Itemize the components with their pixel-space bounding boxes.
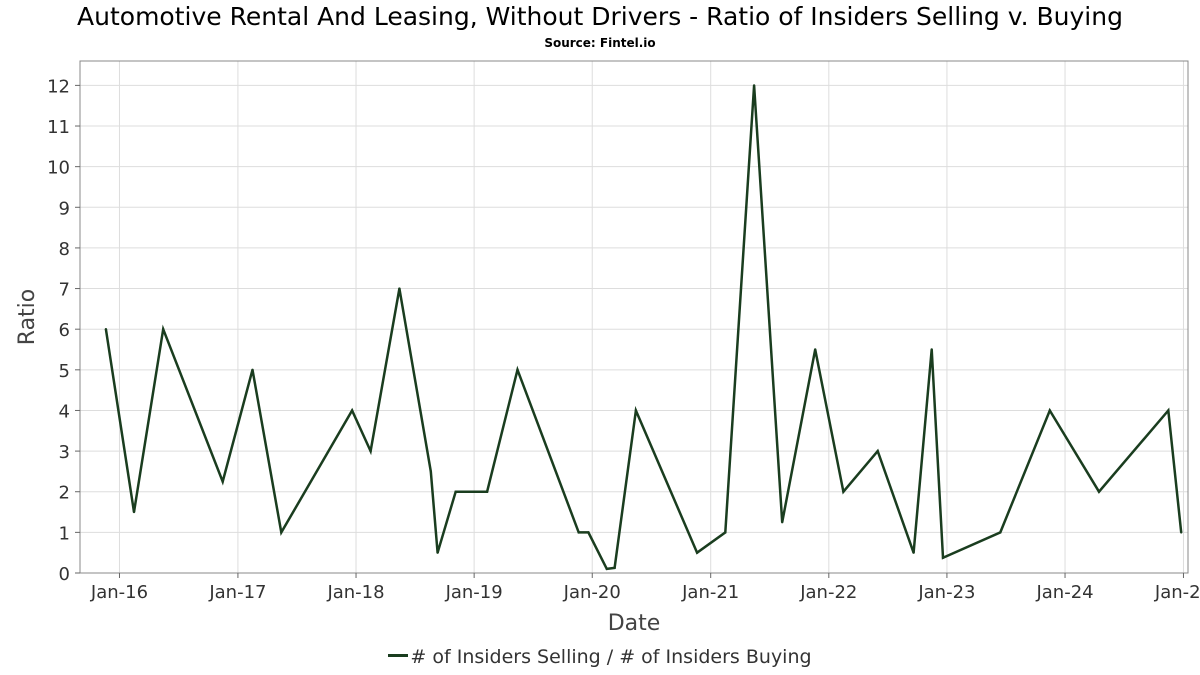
data-point [724, 531, 727, 534]
x-tick-label: Jan-20 [563, 582, 621, 603]
data-point [842, 490, 845, 493]
x-tick-label: Jan-25 [1154, 582, 1200, 603]
x-tick-label: Jan-19 [445, 582, 503, 603]
x-tick-label: Jan-18 [326, 582, 384, 603]
y-tick-label: 1 [59, 523, 70, 544]
data-point [1180, 531, 1183, 534]
data-point [369, 449, 372, 453]
data-point [485, 490, 489, 493]
legend-swatch [388, 654, 409, 657]
plot-area [79, 60, 1189, 574]
y-tick-label: 0 [59, 564, 70, 585]
data-point [613, 566, 616, 570]
data-point [605, 567, 608, 571]
x-tick-label: Jan-22 [799, 582, 857, 603]
data-point [912, 551, 915, 554]
data-point [999, 531, 1002, 534]
data-point [454, 490, 457, 493]
x-tick-label: Jan-16 [90, 582, 148, 603]
legend-label: # of Insiders Selling / # of Insiders Bu… [410, 646, 812, 668]
y-tick-label: 9 [59, 198, 70, 219]
data-point [251, 368, 254, 371]
data-point [350, 409, 354, 412]
data-point [516, 368, 519, 371]
data-point [577, 531, 580, 534]
data-point [814, 348, 817, 351]
chart-title: Automotive Rental And Leasing, Without D… [77, 2, 1123, 31]
data-point [695, 551, 699, 554]
data-point [221, 480, 224, 483]
series-line [104, 85, 1183, 571]
data-point [280, 531, 283, 534]
data-point [634, 409, 638, 412]
y-tick-label: 7 [59, 280, 70, 301]
data-point [587, 531, 590, 534]
series-layer [104, 84, 1183, 571]
data-point [436, 551, 439, 554]
data-point [1048, 409, 1052, 412]
data-point [132, 510, 136, 514]
y-tick-label: 11 [47, 117, 70, 138]
y-tick-label: 5 [59, 361, 70, 382]
data-point [429, 470, 432, 473]
y-tick-label: 2 [59, 483, 70, 504]
x-tick-label: Jan-24 [1035, 582, 1093, 603]
y-tick-label: 8 [59, 239, 70, 260]
y-tick-label: 3 [59, 442, 70, 463]
y-tick-label: 12 [47, 76, 70, 97]
data-point [162, 328, 165, 331]
data-point [930, 348, 933, 351]
data-point [1097, 490, 1101, 493]
x-tick-label: Jan-23 [917, 582, 975, 603]
y-tick-label: 10 [47, 158, 70, 179]
x-axis-title: Date [608, 611, 661, 636]
legend: # of Insiders Selling / # of Insiders Bu… [0, 646, 1200, 668]
data-point [781, 521, 784, 524]
data-point [104, 328, 108, 331]
y-tick-label: 4 [59, 401, 70, 422]
x-tick-label: Jan-21 [681, 582, 739, 603]
data-point [941, 556, 945, 559]
data-point [398, 287, 401, 290]
data-point [752, 84, 756, 87]
grid [80, 61, 1188, 574]
data-point [1167, 409, 1170, 412]
chart-subtitle: Source: Fintel.io [544, 36, 656, 50]
x-tick-label: Jan-17 [208, 582, 266, 603]
y-axis-title: Ratio [15, 289, 40, 345]
y-tick-label: 6 [59, 320, 70, 341]
data-point [876, 449, 879, 453]
